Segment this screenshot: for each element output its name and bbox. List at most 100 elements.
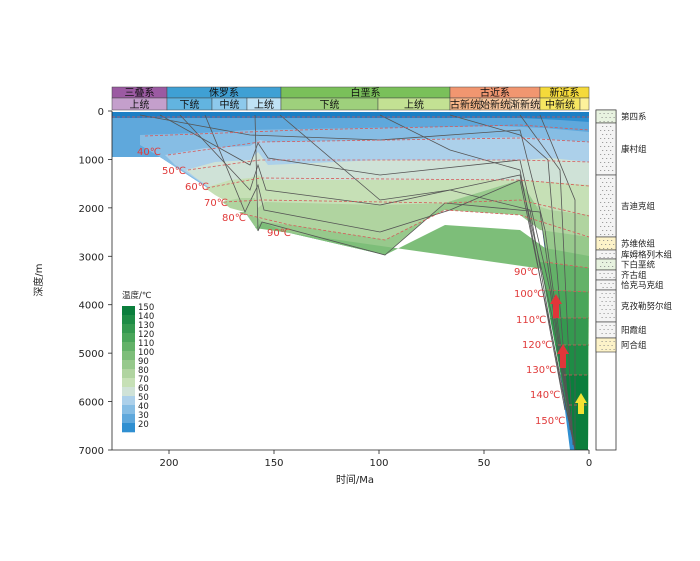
lithology-dot (606, 150, 608, 151)
y-tick-label: 1000 (79, 155, 104, 166)
legend-value: 20 (138, 420, 149, 430)
legend-value: 100 (138, 348, 154, 358)
lithology-dot (606, 287, 608, 288)
lithology-dot (613, 349, 615, 350)
isotherm-label: 90℃ (514, 267, 538, 278)
lithology-dot (612, 226, 614, 227)
lithology-dot (604, 234, 606, 235)
lithology-dot (603, 257, 605, 258)
formation-label: 吉迪克组 (621, 201, 656, 212)
lithology-dot (603, 273, 605, 274)
isotherm-label: 40℃ (137, 147, 161, 158)
legend-swatch (122, 324, 135, 334)
lithology-dot (609, 244, 611, 245)
period-label: 古近系 (480, 86, 510, 99)
isotherm-labels-lower: 90℃ 100℃ 110℃ 120℃ 130℃ 140℃ 150℃ (514, 267, 565, 427)
lithology-dot (607, 273, 609, 274)
formation-cell (595, 321, 617, 339)
lithology-dot (610, 198, 612, 199)
lithology-dot (606, 198, 608, 199)
lithology-dot (612, 266, 614, 267)
stratigraphic-column: 第四系康村组吉迪克组苏维依组库姆格列木组下白垩统齐古组恰克马克组克孜勒努尔组阳霞… (595, 109, 673, 451)
legend-swatch (122, 351, 135, 361)
lithology-dot (600, 170, 602, 171)
lithology-dot (600, 234, 602, 235)
lithology-dot (600, 226, 602, 227)
legend-value: 40 (138, 402, 149, 412)
formation-cell (595, 337, 617, 353)
formation-label: 库姆格列木组 (621, 250, 673, 261)
formation-label: 阳霞组 (621, 325, 647, 336)
lithology-dot (609, 253, 611, 254)
isotherm-label: 60℃ (185, 182, 209, 193)
lithology-dot (599, 113, 601, 114)
lithology-dot (609, 317, 611, 318)
lithology-dot (602, 126, 604, 127)
lithology-dot (611, 273, 613, 274)
period-label: 侏罗系 (209, 87, 239, 99)
isotherm-label: 70℃ (204, 198, 228, 209)
lithology-dot (599, 273, 601, 274)
lithology-dot (602, 166, 604, 167)
lithology-dot (604, 194, 606, 195)
lithology-dot (599, 297, 601, 298)
red-arrow-lower (557, 344, 569, 368)
lithology-dot (605, 301, 607, 302)
lithology-dot (600, 186, 602, 187)
lithology-dot (603, 121, 605, 122)
lithology-dot (601, 277, 603, 278)
x-tick-label: 100 (369, 458, 388, 469)
y-tick-label: 7000 (79, 446, 104, 457)
x-tick-label: 50 (478, 458, 491, 469)
lithology-dot (599, 248, 601, 249)
lithology-dot (607, 297, 609, 298)
lithology-dot (602, 134, 604, 135)
lithology-dot (609, 301, 611, 302)
lithology-dot (610, 142, 612, 143)
legend-swatch (122, 306, 135, 316)
legend-value: 140 (138, 312, 154, 322)
legend-value: 80 (138, 366, 149, 376)
lithology-dot (602, 158, 604, 159)
lithology-dot (607, 257, 609, 258)
isotherm-label: 90℃ (267, 228, 291, 239)
lithology-dot (612, 130, 614, 131)
lithology-dot (608, 194, 610, 195)
lithology-dot (599, 345, 601, 346)
formation-label: 第四系 (621, 112, 647, 123)
lithology-dot (611, 248, 613, 249)
x-tick-label: 0 (586, 458, 592, 469)
epoch-label: 始新统 (480, 98, 510, 111)
lithology-dot (605, 317, 607, 318)
lithology-dot (611, 240, 613, 241)
lithology-dot (604, 283, 606, 284)
formation-cell (595, 249, 617, 260)
legend-swatch (122, 315, 135, 325)
formation-cell (595, 258, 617, 271)
legend-swatch (122, 333, 135, 343)
lithology-dot (612, 283, 614, 284)
lithology-dot (610, 287, 612, 288)
isotherm-lines (112, 116, 590, 406)
lithology-dot (600, 178, 602, 179)
epoch-label: 上统 (130, 98, 150, 111)
lithology-dot (600, 130, 602, 131)
temperature-field (112, 112, 589, 450)
lithology-dot (610, 126, 612, 127)
lithology-dot (606, 190, 608, 191)
y-tick-label: 4000 (79, 301, 104, 312)
lithology-dot (600, 146, 602, 147)
legend-title: 温度/℃ (122, 290, 152, 301)
y-axis-ticks: 0 1000 2000 3000 4000 5000 6000 7000 (79, 107, 112, 457)
lithology-dot (603, 305, 605, 306)
lithology-dot (602, 287, 604, 288)
lithology-dot (610, 150, 612, 151)
legend-value: 110 (138, 339, 154, 349)
lithology-dot (608, 178, 610, 179)
lithology-dot (612, 178, 614, 179)
lithology-dot (600, 283, 602, 284)
lithology-dot (606, 222, 608, 223)
